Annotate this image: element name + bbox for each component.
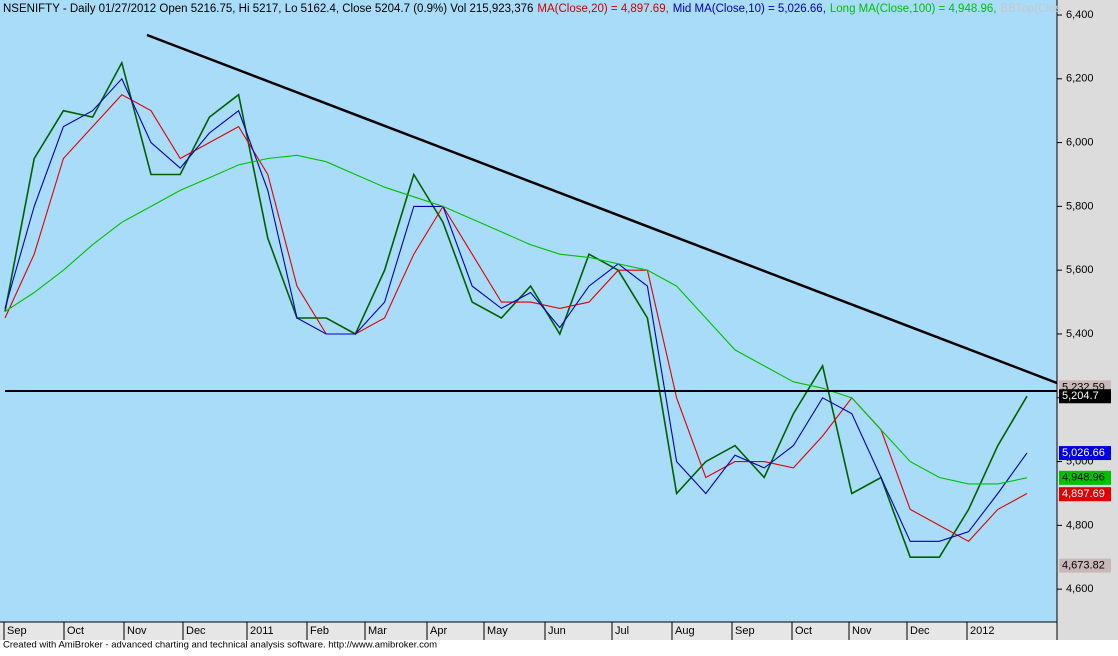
x-tick-label: Apr xyxy=(430,625,447,637)
title-part: MA(Close,20) = 4,897.69, xyxy=(537,3,668,15)
x-tick-label: Nov xyxy=(127,625,147,637)
y-tick-label: 4,800 xyxy=(1066,519,1094,531)
x-tick-label: Oct xyxy=(795,625,812,637)
title-part: Long MA(Close,100) = 4,948.96, xyxy=(830,3,997,15)
price-label-box xyxy=(1059,389,1111,404)
x-tick-label: 2012 xyxy=(970,625,994,637)
y-tick-label: 4,600 xyxy=(1066,583,1094,595)
series-line xyxy=(4,154,1028,485)
chart-title: NSENIFTY - Daily 01/27/2012 Open 5216.75… xyxy=(3,3,1061,15)
y-tick-label: 5,400 xyxy=(1066,328,1094,340)
y-tick-label: 6,000 xyxy=(1066,136,1094,148)
x-tick-label: Dec xyxy=(910,625,930,637)
price-label: 4,673.82 xyxy=(1062,560,1105,572)
x-tick-label: Dec xyxy=(186,625,206,637)
price-label-box xyxy=(1059,470,1111,485)
x-tick-label: May xyxy=(487,625,508,637)
trend-line xyxy=(146,33,1058,385)
price-label-box xyxy=(1059,487,1111,502)
x-tick-label: Sep xyxy=(735,625,755,637)
price-label: 4,897.69 xyxy=(1062,488,1105,500)
x-tick-label: Aug xyxy=(675,625,695,637)
y-tick-label: 5,800 xyxy=(1066,200,1094,212)
price-label: 4,948.96 xyxy=(1062,472,1105,484)
title-part: Mid MA(Close,10) = 5,026.66, xyxy=(673,3,826,15)
footer: Created with AmiBroker - advanced charti… xyxy=(3,640,437,651)
title-part: BBTop(Clos xyxy=(1000,3,1061,15)
price-label: 5,026.66 xyxy=(1062,447,1105,459)
x-tick-label: Jun xyxy=(548,625,566,637)
x-tick-label: Feb xyxy=(310,625,329,637)
x-tick-label: Jul xyxy=(615,625,629,637)
y-tick-label: 5,600 xyxy=(1066,264,1094,276)
x-tick-label: Oct xyxy=(67,625,84,637)
y-tick-label: 6,200 xyxy=(1066,73,1094,85)
x-tick-label: Nov xyxy=(852,625,872,637)
y-tick-label: 6,400 xyxy=(1066,9,1094,21)
x-tick-label: Sep xyxy=(7,625,27,637)
x-tick-label: Mar xyxy=(368,625,387,637)
price-label: 5,204.7 xyxy=(1062,390,1099,402)
x-tick-label: 2011 xyxy=(250,625,274,637)
series-line xyxy=(4,77,1028,542)
plot-area xyxy=(0,0,1057,622)
y-axis-area xyxy=(1057,0,1118,640)
x-axis-area xyxy=(0,622,1057,640)
price-label-box xyxy=(1059,446,1111,461)
title-text: NSENIFTY - Daily 01/27/2012 Open 5216.75… xyxy=(3,3,533,15)
price-label-box xyxy=(1059,558,1111,573)
